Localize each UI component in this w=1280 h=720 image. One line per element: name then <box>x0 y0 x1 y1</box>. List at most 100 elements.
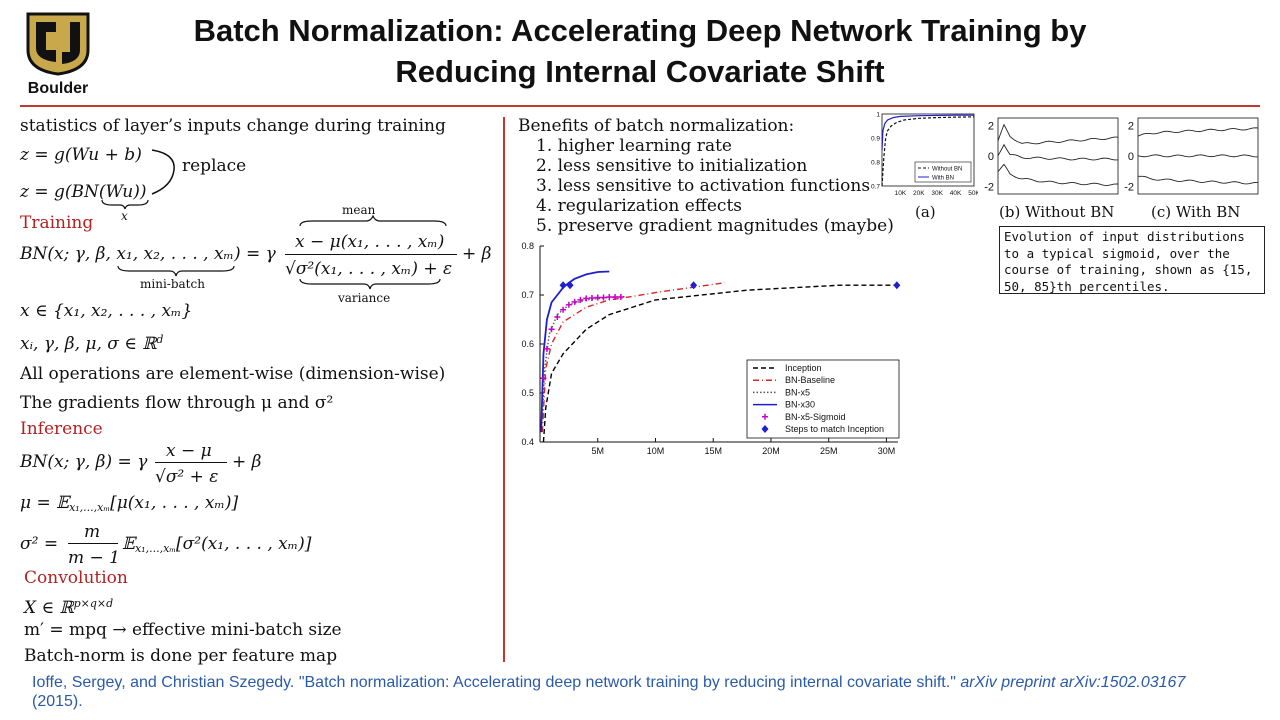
mprime-text: m′ = mpq → effective mini-batch size <box>24 620 342 640</box>
x-tick-label: 20K <box>913 190 925 197</box>
real-equation-body: xᵢ, γ, β, μ, σ ∈ ℝ <box>20 334 157 354</box>
inference-rhs: + β <box>232 452 262 472</box>
data-point-bn-x5-sigmoid <box>540 375 547 382</box>
y-tick-label: 2 <box>1128 121 1134 133</box>
sigma-lhs: σ² = <box>20 534 59 554</box>
data-point-steps-to-match <box>566 281 574 290</box>
mu-equation: μ = 𝔼x₁,...,xₘ[μ(x₁, . . . , xₘ)] <box>20 492 238 519</box>
legend-box <box>746 359 900 439</box>
mean-label: mean <box>342 203 376 217</box>
elementwise-text: All operations are element-wise (dimensi… <box>20 364 446 384</box>
legend-label: With BN <box>932 176 954 182</box>
inference-denominator: √σ² + ε <box>155 467 219 487</box>
cu-logo-icon <box>26 12 90 76</box>
legend-label: Steps to match Inception <box>785 424 884 434</box>
data-point-bn-x5-sigmoid <box>606 293 613 300</box>
variance-label: variance <box>338 291 391 305</box>
x-tick-label: 25M <box>820 446 838 456</box>
inference-heading: Inference <box>20 419 103 439</box>
sigma-expectation: [σ²(x₁, . . . , xₘ)] <box>176 534 312 554</box>
x-tick-label: 10K <box>895 190 907 197</box>
series-line-bn-x30 <box>540 270 610 433</box>
equation-z1: z = g(Wu + b) <box>20 145 142 165</box>
panel-c-label: (c) With BN <box>1151 203 1241 221</box>
benefits-list: 1. higher learning rate 2. less sensitiv… <box>536 136 894 236</box>
real-equation: xᵢ, γ, β, μ, σ ∈ ℝd <box>20 329 163 355</box>
data-point-steps-to-match <box>893 281 901 290</box>
percentile-line <box>997 143 1119 161</box>
y-tick-label: 0.5 <box>521 388 534 398</box>
percentile-line <box>1137 127 1259 137</box>
title-line-1: Batch Normalization: Accelerating Deep N… <box>193 13 1087 48</box>
citation-text: Ioffe, Sergey, and Christian Szegedy. "B… <box>32 674 961 691</box>
data-point-bn-x5-sigmoid <box>588 294 595 301</box>
benefits-heading: Benefits of batch normalization: <box>518 116 795 136</box>
data-point-bn-x5-sigmoid <box>571 298 578 305</box>
panel-b-label: (b) Without BN <box>999 203 1115 221</box>
legend-marker <box>762 413 768 420</box>
conv-equation-body: X ∈ ℝ <box>24 598 74 618</box>
data-point-bn-x5-sigmoid <box>543 345 550 352</box>
replace-brace <box>151 149 175 195</box>
conv-equation-sup: p×q×d <box>73 597 114 610</box>
panel-a-label: (a) <box>915 203 936 221</box>
sigma-subscript: x₁,...,xₘ <box>134 542 177 555</box>
benefit-item: 1. higher learning rate <box>536 136 732 156</box>
plot-frame <box>997 117 1119 195</box>
benefit-item: 3. less sensitive to activation function… <box>536 176 871 196</box>
real-equation-sup: d <box>156 333 164 346</box>
bn-fraction-bar <box>285 254 457 255</box>
percentile-line <box>997 163 1119 186</box>
sigma-rest: 𝔼x₁,...,xₘ[σ²(x₁, . . . , xₘ)] <box>122 534 312 555</box>
data-point-steps-to-match <box>690 281 698 290</box>
y-tick-label: 2 <box>988 121 994 133</box>
legend-label: BN-x5 <box>785 387 810 397</box>
data-point-bn-x5-sigmoid <box>612 293 619 300</box>
underbrace-minibatch <box>117 265 235 277</box>
percentile-line <box>997 123 1119 145</box>
title-line-2: Reducing Internal Covariate Shift <box>395 54 885 89</box>
overbrace-mean <box>299 215 447 227</box>
sigma-numerator: m <box>84 522 101 542</box>
citation-venue: arXiv preprint arXiv:1502.03167 <box>960 674 1186 691</box>
sigma-fraction-bar <box>68 543 118 544</box>
x-tick-label: 5M <box>591 446 604 456</box>
x-tick-label: 30K <box>931 190 943 197</box>
inference-lhs: BN(x; γ, β) = γ <box>20 452 148 472</box>
legend-marker <box>761 425 769 433</box>
header-divider <box>20 105 1260 107</box>
y-tick-label: -2 <box>984 181 994 193</box>
percentile-line <box>1137 154 1259 158</box>
chart-panel-c: 2 0 -2 <box>1124 117 1259 195</box>
data-point-bn-x5-sigmoid <box>577 296 584 303</box>
conv-equation: X ∈ ℝp×q×d <box>24 593 113 619</box>
citation[interactable]: Ioffe, Sergey, and Christian Szegedy. "B… <box>32 673 1262 711</box>
series-line <box>881 116 975 187</box>
bn-equation-denominator: √σ²(x₁, . . . , xₘ) + ε <box>285 259 453 279</box>
replace-label: replace <box>182 156 247 176</box>
x-tick-label: 50K <box>968 190 978 197</box>
equation-z2: z = g(BN(Wu)) <box>20 182 147 202</box>
bn-equation-numerator: x − μ(x₁, . . . , xₘ) <box>295 232 445 252</box>
y-tick-label: 0.6 <box>521 339 534 349</box>
convolution-heading: Convolution <box>24 568 128 588</box>
benefit-item: 5. preserve gradient magnitudes (maybe) <box>536 216 894 236</box>
accuracy-chart: 0.4 0.5 0.6 0.7 0.8 5M 10M 15M 20M 25M 30M Inceptio… <box>521 241 901 456</box>
y-tick-label: 1 <box>876 112 880 119</box>
data-point-bn-x5-sigmoid <box>583 295 590 302</box>
percentile-line <box>1137 175 1259 185</box>
benefit-item: 2. less sensitive to initialization <box>536 156 808 176</box>
y-tick-label: 0 <box>988 151 994 163</box>
mu-subscript: x₁,...,xₘ <box>69 501 111 514</box>
x-tick-label: 40K <box>950 190 962 197</box>
university-logo: Boulder <box>22 8 94 97</box>
legend-label: Without BN <box>932 167 962 173</box>
legend-label: BN-x5-Sigmoid <box>785 412 846 422</box>
per-feature-text: Batch-norm is done per feature map <box>24 646 338 666</box>
column-divider <box>503 117 505 662</box>
data-point-bn-x5-sigmoid <box>594 294 601 301</box>
series-line-inception <box>542 284 898 443</box>
y-tick-label: 0.8 <box>871 160 880 167</box>
y-tick-label: 0.7 <box>521 290 534 300</box>
citation-year: (2015). <box>32 693 83 710</box>
